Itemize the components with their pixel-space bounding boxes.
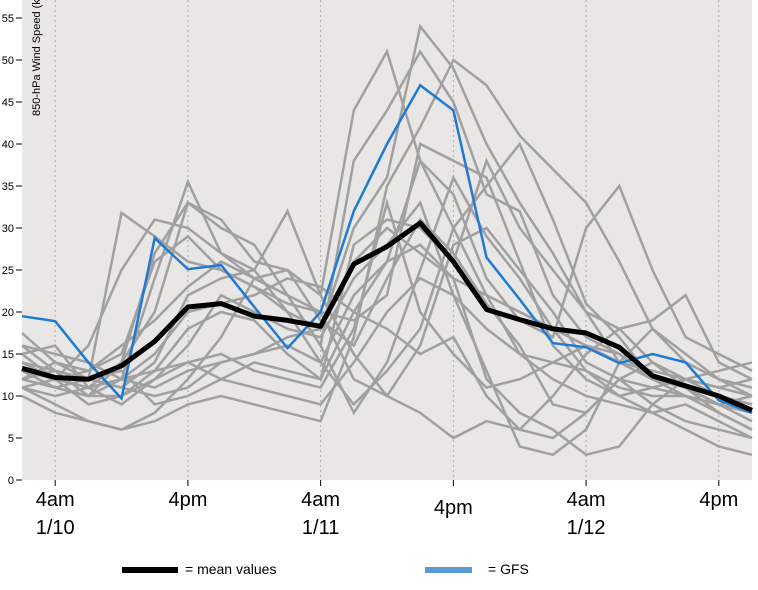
mean-line [21, 220, 753, 413]
x-tick-date: 1/10 [36, 517, 75, 539]
legend-gfs-label: = GFS [488, 561, 529, 577]
x-tick-label: 4am [567, 489, 606, 511]
y-tick-label: 25 [2, 265, 14, 277]
y-tick-label: 55 [2, 13, 14, 25]
y-axis-label: 850-hPa Wind Speed (kt) [31, 0, 43, 116]
y-tick-label: 45 [2, 97, 14, 109]
legend: = mean values = GFS [122, 561, 529, 577]
ensemble-member-line [21, 217, 753, 431]
gfs-line [21, 83, 753, 414]
x-tick-label: 4pm [434, 497, 473, 519]
plot-background [22, 0, 752, 480]
x-tick-date: 1/12 [567, 517, 606, 539]
y-tick-label: 20 [2, 307, 14, 319]
x-tick-label: 4am [36, 489, 75, 511]
ensemble-member-line [21, 310, 753, 440]
x-tick-label: 4pm [168, 489, 207, 511]
ensemble-member-line [21, 198, 753, 457]
y-tick-label: 50 [2, 55, 14, 67]
ensemble-member-line [21, 157, 753, 431]
legend-mean-label: = mean values [185, 561, 276, 577]
y-tick-label: 10 [2, 391, 14, 403]
y-tick-label: 40 [2, 139, 14, 151]
y-tick-label: 35 [2, 181, 14, 193]
y-tick-label: 0 [8, 475, 14, 487]
ensemble-member-line [21, 58, 753, 431]
ensemble-member-line [21, 142, 753, 398]
x-tick-label: 4am [301, 489, 340, 511]
x-tick-label: 4pm [699, 489, 738, 511]
ensemble-member-line [21, 23, 753, 406]
y-tick-label: 30 [2, 223, 14, 235]
ensemble-member-line [21, 243, 753, 398]
y-tick-label: 5 [8, 433, 14, 445]
x-tick-date: 1/11 [302, 517, 339, 539]
ensemble-member-line [21, 276, 753, 406]
y-tick-label: 15 [2, 349, 14, 361]
